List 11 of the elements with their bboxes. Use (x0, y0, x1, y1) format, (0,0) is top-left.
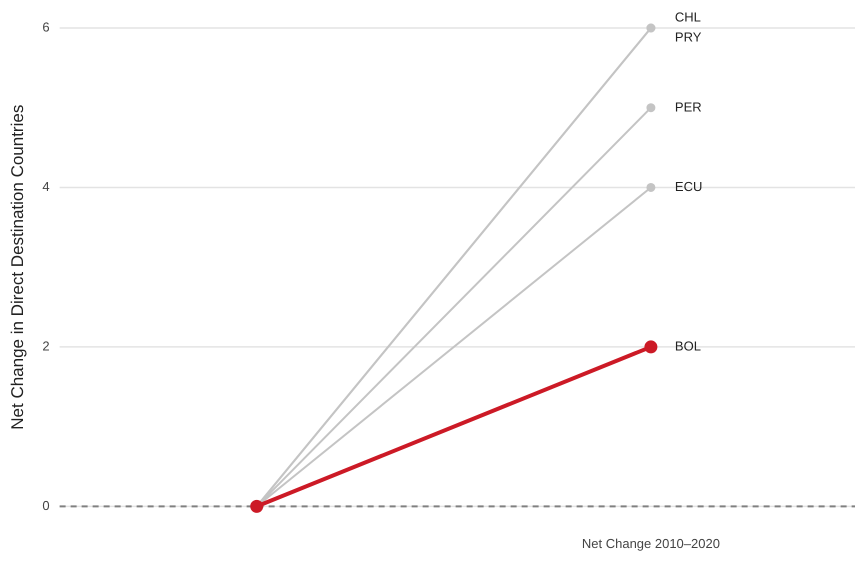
y-tick-label: 2 (42, 338, 50, 354)
y-tick-label: 6 (42, 20, 50, 35)
y-tick-label: 0 (42, 498, 50, 513)
series-label: PRY (674, 30, 702, 45)
series-label: ECU (674, 179, 702, 194)
y-tick-label: 4 (42, 179, 50, 194)
x-tick-label: Net Change 2010–2020 (582, 536, 720, 551)
y-axis-title: Net Change in Direct Destination Countries (8, 104, 27, 430)
series-label: PER (674, 99, 702, 114)
series-label: BOL (674, 338, 701, 354)
series-label: CHL (674, 10, 701, 25)
